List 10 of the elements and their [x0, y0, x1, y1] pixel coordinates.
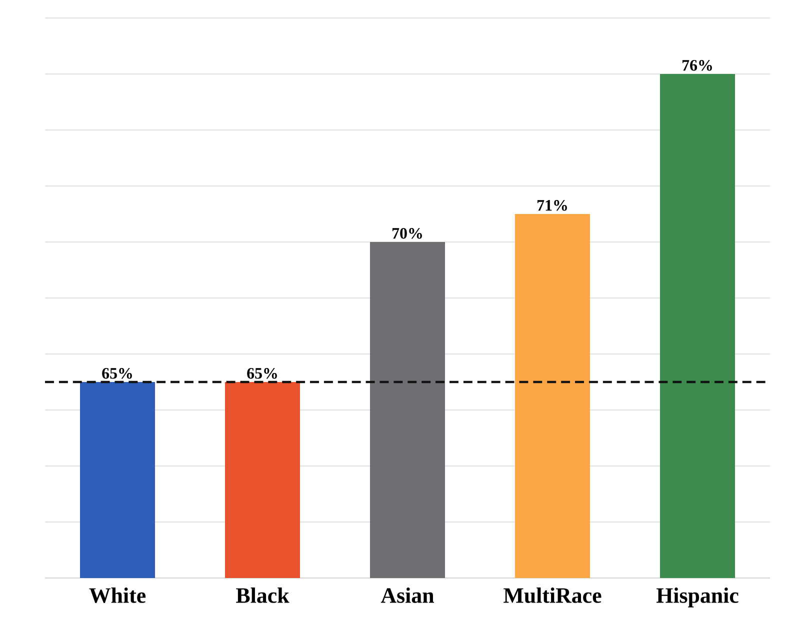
x-tick-label: MultiRace	[504, 588, 602, 603]
x-tick-label: Hispanic	[656, 588, 738, 608]
data-label: 65%	[247, 368, 277, 379]
x-tick-label: Black	[236, 588, 290, 603]
data-label: 70%	[392, 228, 422, 239]
data-label: 65%	[102, 368, 132, 379]
x-tick-label: White	[89, 588, 146, 604]
data-label: 76%	[682, 60, 712, 71]
x-tick-label: Asian	[380, 588, 434, 603]
data-label: 71%	[537, 200, 567, 211]
